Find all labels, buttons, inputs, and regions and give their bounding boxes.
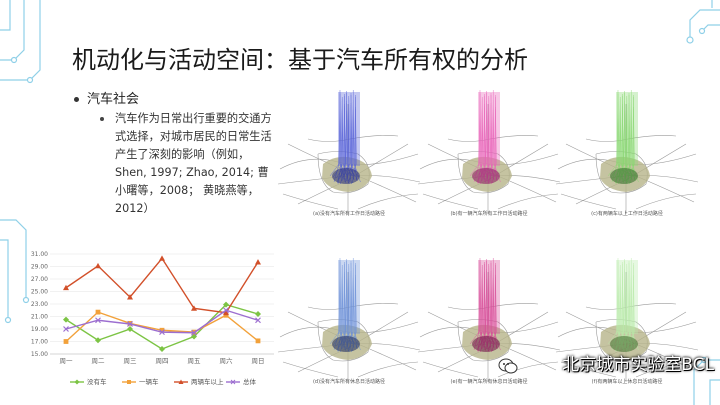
activity-map-d: (d)没有汽车所有休息日活动路径 bbox=[278, 257, 420, 385]
map-caption: (c)有两辆车以上工作日活动路径 bbox=[591, 210, 663, 217]
y-tick-label: 25.00 bbox=[31, 289, 48, 296]
bullet-dot-icon bbox=[74, 97, 79, 102]
data-point bbox=[95, 262, 101, 269]
core-activity bbox=[610, 336, 638, 352]
map-caption: (e)有一辆汽车所有休息日活动路径 bbox=[451, 378, 528, 385]
activity-density bbox=[478, 260, 500, 334]
legend-marker bbox=[74, 379, 80, 385]
map-caption: (b)有一辆汽车所有工作日活动路径 bbox=[450, 210, 527, 217]
x-tick-label: 周五 bbox=[188, 357, 202, 365]
legend-marker bbox=[178, 379, 184, 384]
map-caption: (d)没有汽车所有休息日活动路径 bbox=[313, 378, 385, 385]
bullet-dot-icon bbox=[100, 117, 104, 121]
core-activity bbox=[472, 168, 500, 184]
y-tick-label: 17.00 bbox=[31, 339, 48, 346]
activity-density bbox=[616, 92, 638, 166]
slide-title: 机动化与活动空间：基于汽车所有权的分析 bbox=[72, 46, 528, 74]
data-point bbox=[159, 329, 165, 336]
core-activity bbox=[610, 168, 638, 184]
data-point bbox=[223, 309, 229, 316]
data-point bbox=[159, 327, 165, 333]
data-point bbox=[127, 326, 133, 332]
activity-density bbox=[338, 92, 360, 166]
data-point bbox=[255, 338, 261, 344]
data-point bbox=[63, 316, 69, 323]
legend-label: 两辆车以上 bbox=[191, 377, 224, 386]
x-tick-label: 周一 bbox=[60, 357, 74, 365]
activity-map-e: (e)有一辆汽车所有休息日活动路径 bbox=[418, 257, 560, 385]
map-caption: (f)有两辆车以上休息日活动路径 bbox=[592, 378, 663, 385]
y-tick-label: 21.00 bbox=[31, 314, 48, 321]
activity-map-f: (f)有两辆车以上休息日活动路径 bbox=[556, 257, 698, 385]
data-point bbox=[255, 317, 261, 324]
data-point bbox=[255, 259, 261, 265]
data-point bbox=[255, 311, 261, 317]
x-tick-label: 周六 bbox=[220, 356, 234, 365]
activity-map-a: (a)没有汽车所有工作日活动路径 bbox=[278, 89, 420, 217]
y-tick-label: 15.00 bbox=[31, 351, 48, 358]
y-tick-label: 29.00 bbox=[31, 264, 48, 271]
core-activity bbox=[332, 336, 360, 352]
activity-map-c: (c)有两辆车以上工作日活动路径 bbox=[556, 89, 698, 217]
activity-map-b: (b)有一辆汽车所有工作日活动路径 bbox=[418, 89, 560, 217]
data-point bbox=[223, 307, 229, 314]
legend-label: 总体 bbox=[243, 377, 257, 386]
y-tick-label: 23.00 bbox=[31, 301, 48, 308]
circuit-decoration-left bbox=[0, 0, 41, 324]
activity-space-line-chart: 31.00 29.00 27.00 25.00 23.00 21.00 19.00 17.00… bbox=[31, 251, 274, 386]
y-tick-label: 19.00 bbox=[31, 326, 48, 333]
data-point bbox=[63, 284, 69, 291]
data-point bbox=[191, 329, 197, 336]
x-tick-label: 周三 bbox=[124, 357, 138, 365]
data-point bbox=[95, 309, 101, 315]
y-tick-label: 31.00 bbox=[31, 251, 48, 258]
data-point bbox=[127, 294, 133, 300]
data-point bbox=[127, 321, 133, 327]
activity-density bbox=[338, 260, 360, 334]
data-point bbox=[63, 339, 69, 344]
legend-marker bbox=[230, 379, 236, 385]
core-activity bbox=[332, 168, 360, 184]
data-point bbox=[95, 317, 101, 324]
data-point bbox=[191, 305, 197, 311]
data-point bbox=[63, 326, 69, 332]
y-tick-label: 27.00 bbox=[31, 276, 48, 283]
x-tick-label: 周日 bbox=[252, 357, 265, 365]
core-activity bbox=[472, 336, 500, 352]
wechat-icon bbox=[498, 358, 518, 374]
legend-marker bbox=[127, 380, 131, 384]
data-point bbox=[159, 255, 165, 261]
data-point bbox=[223, 312, 229, 318]
x-tick-label: 周二 bbox=[92, 357, 106, 365]
data-point bbox=[223, 301, 229, 308]
activity-density bbox=[616, 260, 638, 334]
bullet-level1: 汽车社会 bbox=[74, 88, 139, 107]
activity-density bbox=[478, 92, 500, 166]
circuit-decoration-right bbox=[686, 0, 720, 405]
watermark-text: 北京城市实验室BCL bbox=[562, 355, 714, 375]
bullet-level1-text: 汽车社会 bbox=[87, 92, 140, 107]
data-point bbox=[95, 337, 101, 344]
bullet-level2-text: 汽车作为日常出行重要的交通方式选择，对城市居民的日常生活产生了深刻的影响（例如，… bbox=[115, 112, 272, 215]
legend-label: 没有车 bbox=[87, 377, 107, 386]
data-point bbox=[159, 346, 165, 352]
map-caption: (a)没有汽车所有工作日活动路径 bbox=[313, 210, 385, 217]
legend-label: 一辆车 bbox=[139, 377, 159, 386]
x-tick-label: 周四 bbox=[156, 357, 169, 365]
bullet-level2: 汽车作为日常出行重要的交通方式选择，对城市居民的日常生活产生了深刻的影响（例如，… bbox=[100, 110, 276, 218]
